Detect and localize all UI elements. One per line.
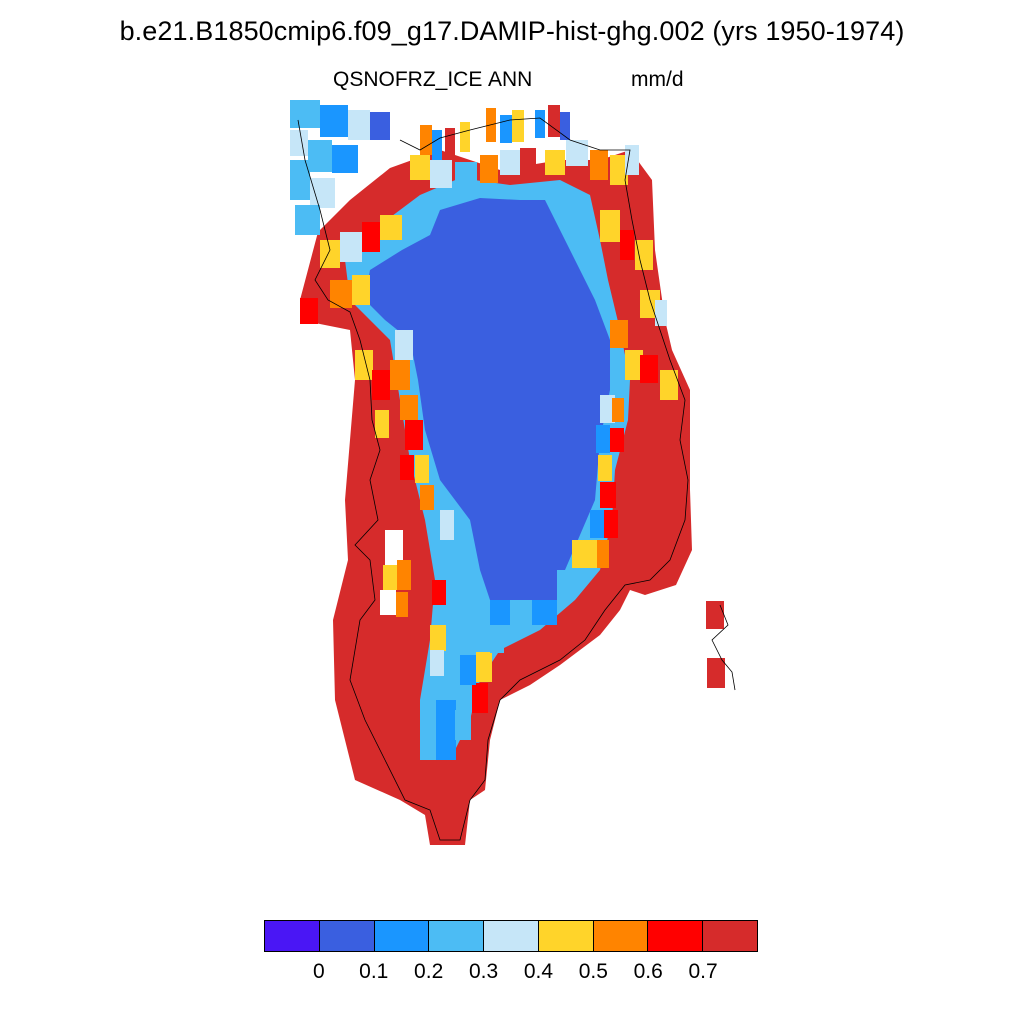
colorbar-tick-label: 0.7 (688, 960, 718, 983)
colorbar-swatch (428, 920, 485, 952)
plot-title: b.e21.B1850cmip6.f09_g17.DAMIP-hist-ghg.… (119, 16, 905, 46)
colorbar-swatch (702, 920, 759, 952)
island-coastline (711, 604, 736, 691)
coastline (297, 117, 689, 841)
variable-label: QSNOFRZ_ICE (333, 68, 483, 91)
colorbar (264, 920, 759, 952)
ice-sheet-interior (365, 198, 610, 600)
colorbar-tick-label: 0.4 (523, 960, 554, 983)
colorbar-tick-label: 0.6 (633, 960, 663, 983)
colorbar-ticks: 0 0.1 0.2 0.3 0.4 0.5 0.6 0.7 (0, 960, 1024, 990)
colorbar-swatch (537, 920, 594, 952)
colorbar-tick-label: 0.2 (414, 960, 444, 983)
colorbar-swatch (373, 920, 430, 952)
colorbar-swatch (264, 920, 320, 952)
colorbar-tick-label: 0.3 (468, 960, 499, 983)
season-label: ANN (488, 68, 533, 91)
colorbar-tick-label: 0 (313, 960, 325, 983)
east-islands (706, 601, 725, 688)
colorbar-tick-label: 0.1 (359, 960, 389, 983)
units-label: mm/d (631, 68, 684, 91)
colorbar-swatch (483, 920, 539, 952)
colorbar-swatch (592, 920, 649, 952)
margin-cells (290, 100, 678, 760)
colorbar-swatch (647, 920, 704, 952)
colorbar-tick-label: 0.5 (578, 960, 608, 983)
colorbar-swatch (318, 920, 375, 952)
